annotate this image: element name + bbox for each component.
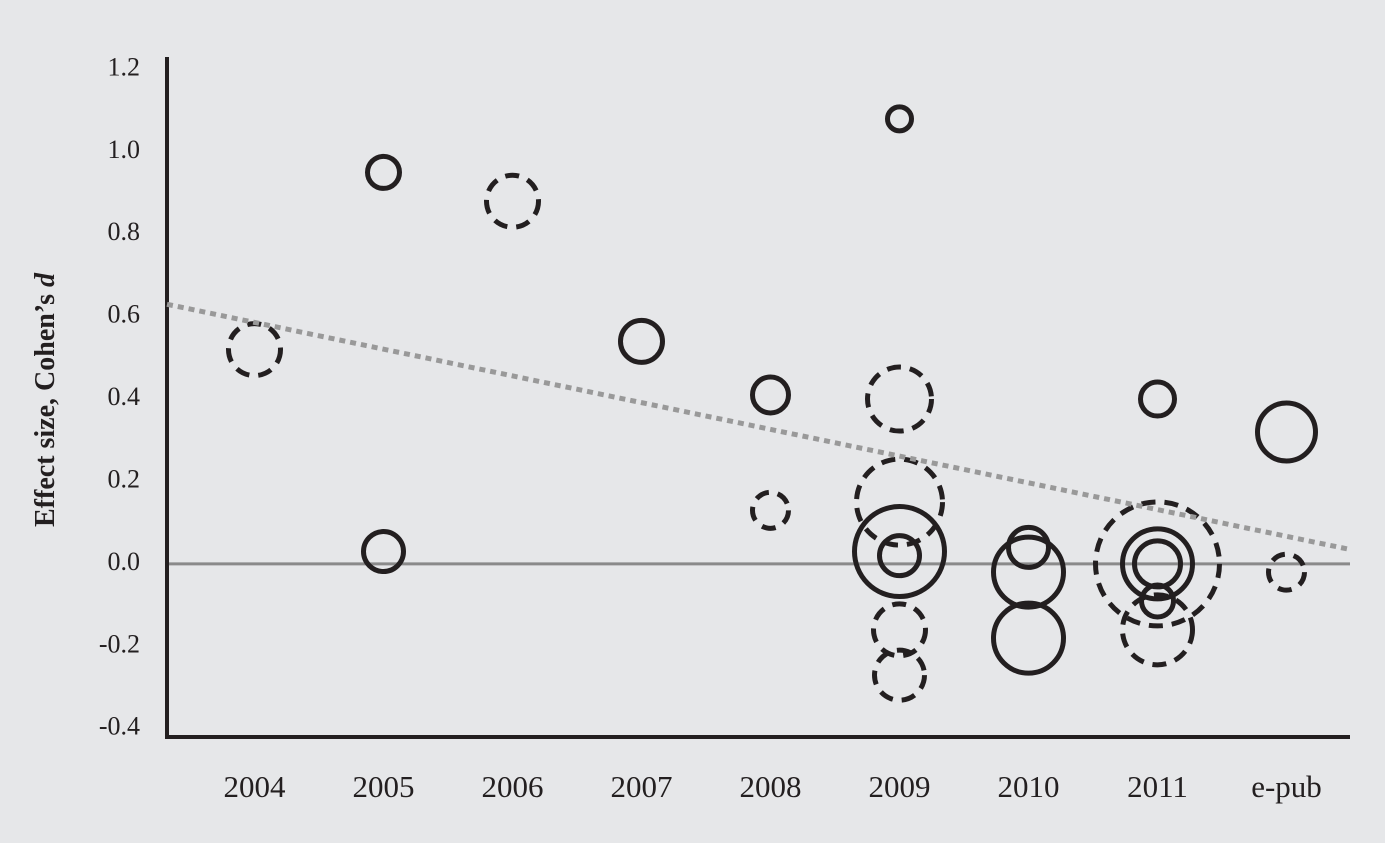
y-tick-label: 0.2 — [108, 464, 141, 493]
bubble — [618, 317, 665, 365]
y-tick-label: 0.4 — [108, 382, 141, 411]
bubble — [365, 153, 402, 191]
x-tick-label: 2007 — [611, 769, 673, 804]
bubble — [361, 529, 406, 575]
bubble — [854, 456, 945, 548]
x-tick-label: 2008 — [740, 769, 802, 804]
x-tick-label: 2004 — [224, 769, 287, 804]
x-tick-label: 2005 — [353, 769, 415, 804]
bubble — [877, 533, 922, 579]
bubble — [750, 374, 791, 416]
x-tick-label: 2011 — [1127, 769, 1188, 804]
y-tick-label: -0.4 — [99, 712, 140, 741]
bubble — [226, 321, 283, 379]
x-tick-label: e-pub — [1251, 769, 1322, 804]
bubble — [991, 600, 1066, 676]
y-axis-label-text: Effect size, Cohen’s — [30, 294, 61, 527]
bubble — [1138, 379, 1177, 419]
x-tick-label: 2010 — [998, 769, 1060, 804]
trend-line — [166, 301, 1351, 552]
y-tick-label: 0.6 — [108, 300, 141, 329]
x-tick-label: 2009 — [869, 769, 931, 804]
bubble — [1006, 524, 1051, 570]
y-tick-label: 1.2 — [108, 52, 141, 81]
bubble — [750, 489, 791, 531]
bubble — [1120, 526, 1195, 602]
bubble — [484, 172, 541, 230]
y-axis-label: Effect size, Cohen’s d — [30, 272, 61, 527]
bubble — [872, 647, 927, 703]
bubble — [991, 534, 1066, 610]
bubble — [865, 364, 934, 434]
y-tick-label: -0.2 — [99, 629, 140, 658]
x-tick-label: 2006 — [482, 769, 544, 804]
y-tick-label: 1.0 — [108, 135, 141, 164]
bubble — [871, 601, 928, 659]
bubble — [1266, 551, 1307, 593]
bubble — [1120, 592, 1195, 668]
bubble — [1093, 499, 1222, 629]
bubble — [885, 104, 914, 134]
bubble — [852, 504, 947, 600]
y-tick-label: 0.0 — [108, 547, 141, 576]
y-tick-label: 0.8 — [108, 217, 141, 246]
bubble — [1255, 400, 1318, 464]
y-axis-label-variable: d — [30, 272, 61, 287]
